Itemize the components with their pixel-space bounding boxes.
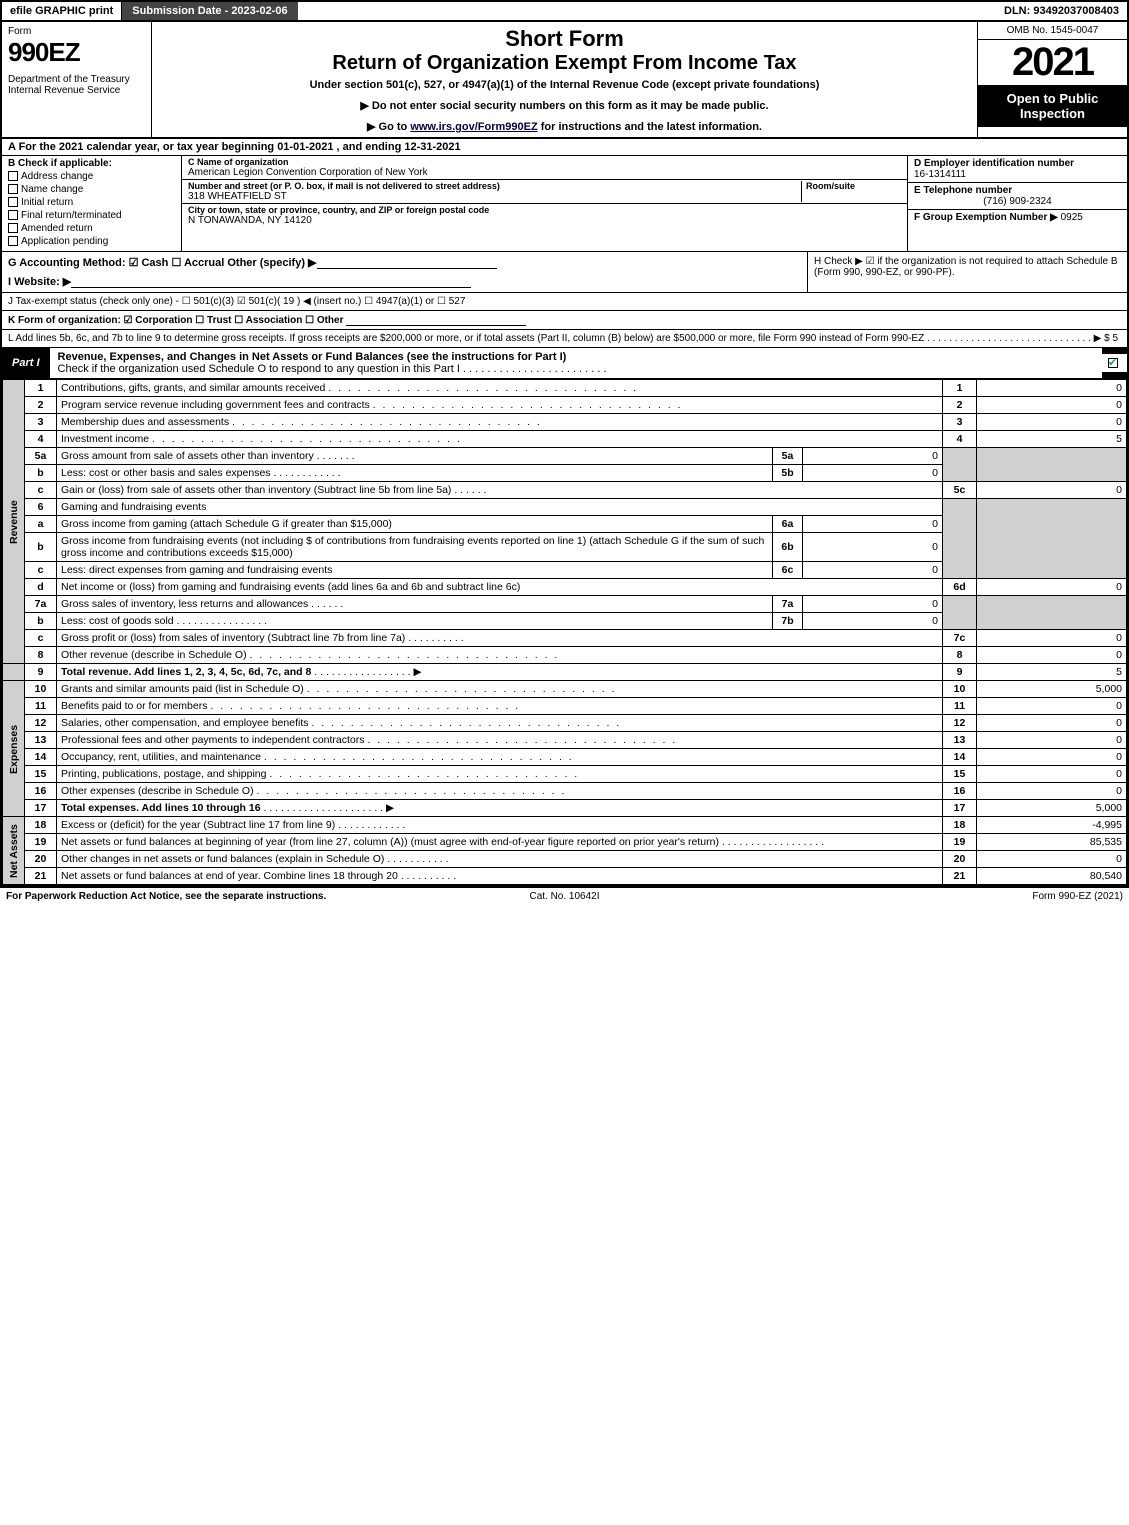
opt-name-change[interactable]: Name change	[8, 184, 175, 195]
opt-final-return[interactable]: Final return/terminated	[8, 210, 175, 221]
sidetab-net-assets: Net Assets	[3, 817, 25, 885]
top-bar: efile GRAPHIC print Submission Date - 20…	[2, 2, 1127, 22]
part-1-check-note: Check if the organization used Schedule …	[58, 363, 607, 375]
form-header: Form 990EZ Department of the Treasury In…	[2, 22, 1127, 139]
city: N TONAWANDA, NY 14120	[188, 215, 901, 226]
footer: For Paperwork Reduction Act Notice, see …	[0, 887, 1129, 905]
part-1-title: Revenue, Expenses, and Changes in Net As…	[58, 351, 567, 363]
form-number: 990EZ	[8, 37, 145, 68]
street-label: Number and street (or P. O. box, if mail…	[188, 181, 801, 191]
opt-initial-return[interactable]: Initial return	[8, 197, 175, 208]
room-label: Room/suite	[806, 181, 901, 191]
part-1-header: Part I Revenue, Expenses, and Changes in…	[2, 348, 1127, 379]
ssn-note: ▶ Do not enter social security numbers o…	[160, 99, 969, 112]
cat-no: Cat. No. 10642I	[378, 891, 750, 902]
under-section: Under section 501(c), 527, or 4947(a)(1)…	[160, 79, 969, 91]
city-label: City or town, state or province, country…	[188, 205, 901, 215]
goto-pre: ▶ Go to	[367, 121, 410, 133]
short-form-title: Short Form	[160, 26, 969, 52]
row-j-tax-exempt: J Tax-exempt status (check only one) - ☐…	[2, 293, 1127, 311]
part-1-checkbox[interactable]	[1108, 358, 1118, 368]
sidetab-revenue: Revenue	[3, 380, 25, 664]
c-name-label: C Name of organization	[188, 157, 901, 167]
opt-address-change[interactable]: Address change	[8, 171, 175, 182]
part-1-label: Part I	[2, 354, 50, 372]
opt-amended[interactable]: Amended return	[8, 223, 175, 234]
form-footer: Form 990-EZ (2021)	[751, 891, 1123, 902]
efile-label[interactable]: efile GRAPHIC print	[2, 2, 122, 20]
f-group-label: F Group Exemption Number ▶	[914, 212, 1058, 223]
lines-table: Revenue 1Contributions, gifts, grants, a…	[2, 379, 1127, 885]
goto-post: for instructions and the latest informat…	[538, 121, 762, 133]
row-g-h-i: G Accounting Method: ☑ Cash ☐ Accrual Ot…	[2, 252, 1127, 293]
sidetab-expenses: Expenses	[3, 681, 25, 817]
h-schedule-b: H Check ▶ ☑ if the organization is not r…	[807, 252, 1127, 292]
department: Department of the Treasury Internal Reve…	[8, 74, 145, 96]
dln: DLN: 93492037008403	[996, 2, 1127, 20]
tax-year: 2021	[978, 40, 1127, 85]
e-phone-label: E Telephone number	[914, 185, 1121, 196]
open-to-public: Open to Public Inspection	[978, 85, 1127, 127]
org-name: American Legion Convention Corporation o…	[188, 167, 901, 178]
irs-link[interactable]: www.irs.gov/Form990EZ	[410, 121, 537, 133]
b-header: B Check if applicable:	[8, 158, 175, 169]
row-k-org-form: K Form of organization: ☑ Corporation ☐ …	[8, 315, 344, 326]
group-exemption: 0925	[1061, 212, 1083, 223]
g-accounting: G Accounting Method: ☑ Cash ☐ Accrual Ot…	[8, 257, 317, 269]
ein: 16-1314111	[914, 169, 1121, 180]
submission-date: Submission Date - 2023-02-06	[122, 2, 297, 20]
form-label: Form	[8, 26, 145, 37]
d-ein-label: D Employer identification number	[914, 158, 1121, 169]
return-title: Return of Organization Exempt From Incom…	[160, 52, 969, 75]
phone: (716) 909-2324	[914, 196, 1121, 207]
i-website: I Website: ▶	[8, 276, 71, 288]
goto-note: ▶ Go to www.irs.gov/Form990EZ for instru…	[160, 120, 969, 133]
opt-pending[interactable]: Application pending	[8, 236, 175, 247]
street: 318 WHEATFIELD ST	[188, 191, 801, 202]
section-b-c-d: B Check if applicable: Address change Na…	[2, 156, 1127, 252]
paperwork-notice: For Paperwork Reduction Act Notice, see …	[6, 891, 378, 902]
omb-number: OMB No. 1545-0047	[978, 22, 1127, 40]
row-a-tax-year: A For the 2021 calendar year, or tax yea…	[2, 139, 1127, 156]
row-l-gross-receipts: L Add lines 5b, 6c, and 7b to line 9 to …	[2, 330, 1127, 348]
